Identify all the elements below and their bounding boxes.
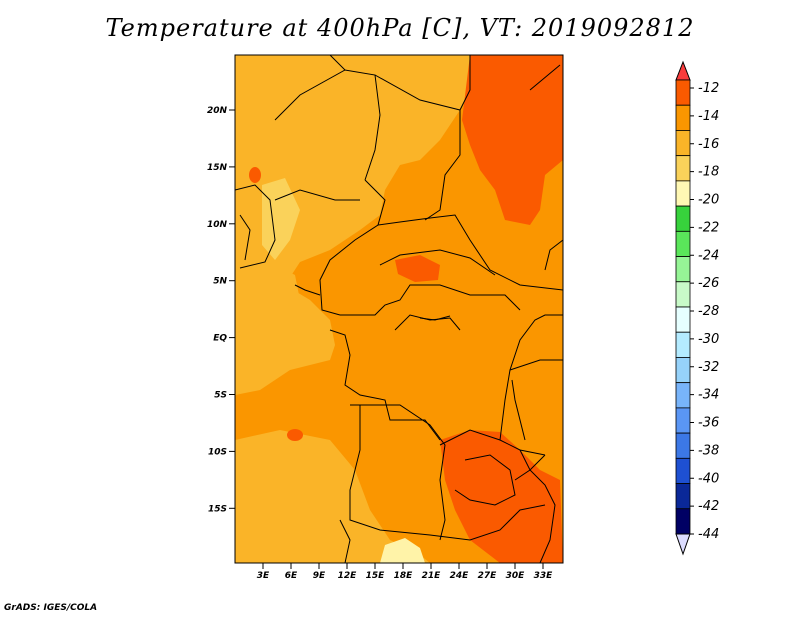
- country-borders: [235, 55, 563, 563]
- colorbar-label: -38: [698, 443, 719, 458]
- colorbar-swatch: [675, 130, 691, 157]
- colorbar-swatch: [675, 205, 691, 232]
- colorbar-swatch: [675, 230, 691, 257]
- colorbar-label: -16: [698, 137, 719, 152]
- lon-tick-label: 30E: [506, 571, 526, 581]
- colorbar-swatch: [675, 281, 691, 308]
- field-12-spot-sahel: [249, 167, 261, 183]
- field-20-patch: [380, 538, 425, 563]
- colorbar-label: -36: [698, 416, 719, 431]
- colorbar: -12 -14 -16 -18 -20 -22 -24 -26 -28 -30 -32 -34 -36 -…: [675, 60, 719, 556]
- colorbar-swatch: [675, 104, 691, 131]
- field-12-spot-west: [287, 429, 303, 441]
- colorbar-swatch: [675, 306, 691, 333]
- field-12-southeast: [440, 430, 563, 563]
- colorbar-label: -42: [698, 499, 719, 514]
- colorbar-top-arrow: [675, 60, 691, 81]
- colorbar-label: -20: [698, 193, 719, 208]
- field-12-patch: [395, 255, 440, 282]
- map-frame: [234, 54, 564, 564]
- lon-tick-label: 12E: [338, 571, 358, 581]
- colorbar-swatch: [675, 382, 691, 409]
- lon-tick-label: 18E: [394, 571, 414, 581]
- colorbar-label: -28: [698, 304, 719, 319]
- lakes: [419, 315, 546, 481]
- colorbar-label: -18: [698, 165, 719, 180]
- colorbar-swatch: [675, 331, 691, 358]
- colorbar-swatch: [675, 79, 691, 106]
- lat-tick-label: 15N: [207, 163, 228, 173]
- colorbar-label: -44: [698, 527, 719, 542]
- lat-tick-label: 10S: [208, 447, 227, 457]
- colorbar-swatch: [675, 180, 691, 207]
- colorbar-label: -24: [698, 248, 719, 263]
- lat-tick-label: 10N: [207, 220, 228, 230]
- lon-tick-label: 33E: [534, 571, 554, 581]
- field-16-west-ocean: [235, 262, 300, 365]
- lon-tick-label: 9E: [313, 571, 326, 581]
- lon-tick-label: 21E: [422, 571, 442, 581]
- colorbar-label: -12: [698, 81, 719, 96]
- lon-tick-label: 6E: [285, 571, 298, 581]
- colorbar-swatch: [675, 483, 691, 510]
- colorbar-label: -14: [698, 109, 719, 124]
- colorbar-label: -30: [698, 332, 719, 347]
- field-16-sahara: [270, 55, 400, 215]
- colorbar-swatch: [675, 407, 691, 434]
- colorbar-swatch: [675, 457, 691, 484]
- colorbar-bottom-arrow: [675, 533, 691, 556]
- colorbar-swatch: [675, 256, 691, 283]
- lon-tick-label: 27E: [478, 571, 498, 581]
- field-18-strip: [262, 178, 300, 260]
- colorbar-label: -34: [698, 388, 719, 403]
- lat-tick-label: 15S: [208, 504, 227, 514]
- lat-axis: 20N 15N 10N 5N EQ 5S 10S 15S: [207, 106, 235, 514]
- field-12-northeast: [462, 55, 563, 225]
- map-title: Temperature at 400hPa [C], VT: 201909281…: [105, 14, 695, 42]
- lon-tick-label: 3E: [257, 571, 270, 581]
- colorbar-swatch: [675, 357, 691, 384]
- lon-tick-label: 15E: [366, 571, 386, 581]
- lon-axis: 3E 6E 9E 12E 15E 18E 21E 24E 27E 30E 33E: [257, 563, 553, 581]
- lat-tick-label: 5N: [213, 277, 227, 287]
- colorbar-label: -22: [698, 220, 719, 235]
- colorbar-swatch: [675, 155, 691, 182]
- colorbar-label: -26: [698, 276, 719, 291]
- colorbar-swatch: [675, 432, 691, 459]
- colorbar-label: -40: [698, 471, 719, 486]
- temperature-field: [235, 55, 563, 563]
- grads-credit: GrADS: IGES/COLA: [4, 603, 98, 613]
- lat-tick-label: EQ: [213, 334, 227, 344]
- colorbar-swatch: [675, 508, 691, 535]
- lon-tick-label: 24E: [450, 571, 470, 581]
- lat-tick-label: 20N: [207, 106, 228, 116]
- lat-tick-label: 5S: [214, 391, 227, 401]
- colorbar-label: -32: [698, 360, 719, 375]
